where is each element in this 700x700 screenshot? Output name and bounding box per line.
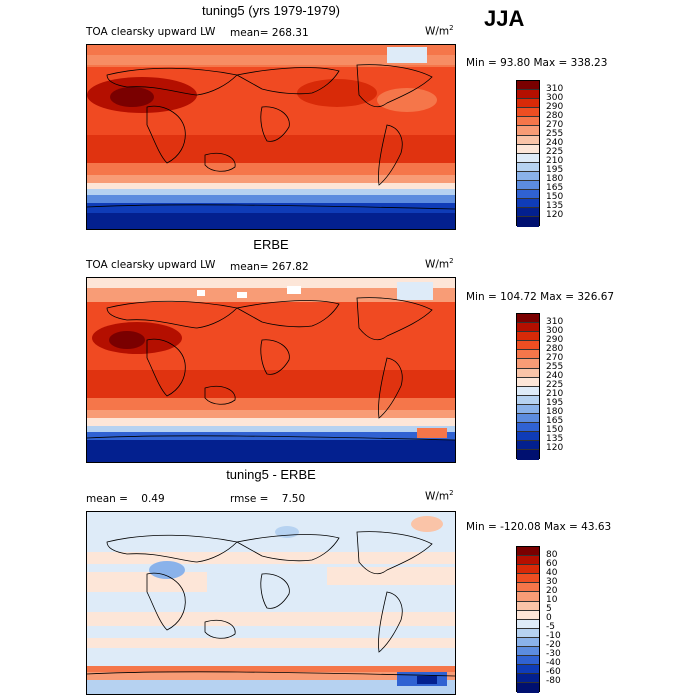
colorbar-tick: 180 (546, 407, 564, 417)
panel-2-mean: mean= 267.82 (230, 261, 309, 273)
panel-2-minmax: Min = 104.72 Max = 326.67 (466, 291, 615, 303)
colorbar-tick: 270 (546, 353, 564, 363)
colorbar-tick: 280 (546, 344, 564, 354)
colorbar-tick: 30 (546, 577, 558, 587)
colorbar-tick: 60 (546, 559, 558, 569)
panel-1-units: W/m2 (425, 24, 454, 38)
colorbar-tick: 40 (546, 568, 558, 578)
colorbar-tick: -20 (546, 640, 561, 650)
panel-3-map (86, 511, 456, 695)
panel-1-colorbar: 310 300 290 280 270 255 240 225 210 195 … (516, 80, 563, 227)
colorbar-tick: 150 (546, 425, 564, 435)
colorbar-tick: 165 (546, 416, 564, 426)
panel-1-minmax: Min = 93.80 Max = 338.23 (466, 57, 608, 69)
colorbar-tick: 240 (546, 138, 564, 148)
panel-1-mean: mean= 268.31 (230, 27, 309, 39)
colorbar-tick: 290 (546, 102, 564, 112)
colorbar-tick: 0 (546, 613, 552, 623)
colorbar-tick: 195 (546, 165, 564, 175)
panel-2-map (86, 277, 456, 463)
colorbar-tick: 300 (546, 326, 564, 336)
colorbar-tick: -5 (546, 622, 555, 632)
panel-2-variable-label: TOA clearsky upward LW (86, 259, 216, 271)
colorbar-tick: 10 (546, 595, 558, 605)
colorbar-tick: 20 (546, 586, 558, 596)
colorbar-tick: 280 (546, 111, 564, 121)
panel-3-rmse: rmse = 7.50 (230, 493, 306, 505)
colorbar-tick: 80 (546, 550, 558, 560)
panel-3-minmax: Min = -120.08 Max = 43.63 (466, 521, 612, 533)
colorbar-tick: -30 (546, 649, 561, 659)
colorbar-tick: 225 (546, 380, 564, 390)
colorbar-tick: 300 (546, 93, 564, 103)
colorbar-tick: -80 (546, 676, 561, 686)
colorbar-tick: 225 (546, 147, 564, 157)
panel-3-mean: mean = 0.49 (86, 493, 165, 505)
panel-1-title: tuning5 (yrs 1979-1979) (201, 3, 341, 18)
colorbar-tick: 135 (546, 201, 564, 211)
colorbar-tick: 135 (546, 434, 564, 444)
colorbar-tick: 310 (546, 317, 564, 327)
colorbar-tick: 240 (546, 371, 564, 381)
colorbar-tick: 120 (546, 443, 564, 453)
colorbar-tick: 180 (546, 174, 564, 184)
colorbar-tick: 255 (546, 129, 564, 139)
panel-2-units: W/m2 (425, 257, 454, 271)
panel-3-colorbar: 80 60 40 30 20 10 5 0 -5 -10 -20 -30 -40… (516, 546, 561, 693)
panel-3-title: tuning5 - ERBE (226, 467, 316, 482)
panel-1-variable-label: TOA clearsky upward LW (86, 26, 216, 38)
colorbar-tick: 310 (546, 84, 564, 94)
panel-3-units: W/m2 (425, 489, 454, 503)
colorbar-tick: 195 (546, 398, 564, 408)
panel-2-colorbar: 310 300 290 280 270 255 240 225 210 195 … (516, 313, 563, 460)
panel-2-title: ERBE (253, 237, 289, 252)
colorbar-tick: 150 (546, 192, 564, 202)
colorbar-tick: 120 (546, 210, 564, 220)
season-label: JJA (484, 6, 525, 31)
colorbar-tick: 290 (546, 335, 564, 345)
colorbar-tick: 5 (546, 604, 552, 614)
colorbar-tick: 210 (546, 156, 564, 166)
colorbar-tick: -10 (546, 631, 561, 641)
colorbar-tick: 255 (546, 362, 564, 372)
panel-1-map (86, 44, 456, 230)
colorbar-tick: -40 (546, 658, 561, 668)
colorbar-tick: -60 (546, 667, 561, 677)
colorbar-tick: 165 (546, 183, 564, 193)
colorbar-tick: 210 (546, 389, 564, 399)
colorbar-tick: 270 (546, 120, 564, 130)
